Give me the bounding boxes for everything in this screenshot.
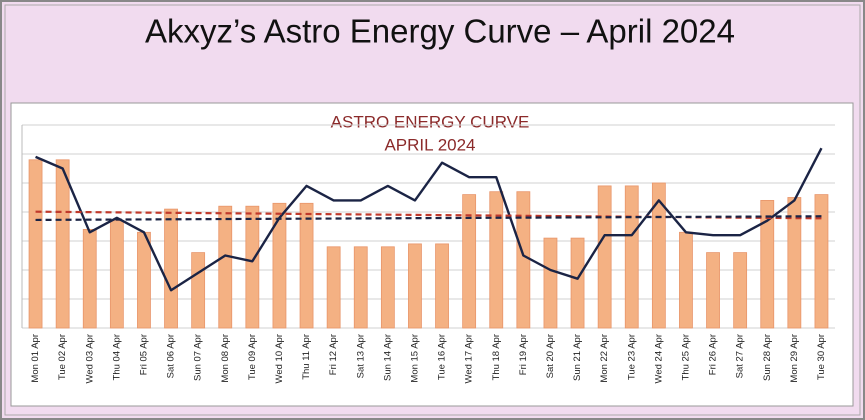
bar	[760, 199, 775, 329]
bar	[408, 243, 422, 329]
bar	[299, 202, 314, 329]
bar	[380, 246, 395, 329]
x-tick-label: Sat 27 Apr	[735, 334, 746, 378]
x-tick-label: Sat 20 Apr	[545, 334, 556, 378]
x-tick-label: Tue 23 Apr	[626, 334, 637, 380]
bar	[543, 237, 558, 329]
x-tick-label: Sun 07 Apr	[193, 334, 204, 381]
x-tick-label: Fri 05 Apr	[138, 334, 149, 375]
x-tick-label: Wed 10 Apr	[274, 334, 285, 383]
chart-subtitle: APRIL 2024	[384, 135, 475, 154]
bar	[706, 252, 720, 329]
x-tick-label: Tue 09 Apr	[247, 334, 258, 380]
bar	[733, 252, 748, 329]
bar	[82, 228, 97, 329]
x-tick-label: Thu 04 Apr	[111, 334, 122, 380]
page-heading: Akxyz’s Astro Energy Curve – April 2024	[145, 13, 735, 50]
bar	[55, 159, 70, 329]
bar	[814, 194, 829, 329]
bar	[435, 243, 449, 329]
x-tick-label: Mon 15 Apr	[409, 334, 420, 383]
bar	[353, 246, 368, 329]
bar	[191, 252, 206, 329]
bar	[109, 220, 124, 329]
bar	[137, 231, 151, 329]
x-tick-label: Sat 06 Apr	[166, 334, 177, 378]
x-tick-label: Mon 01 Apr	[30, 334, 41, 383]
x-tick-label: Mon 22 Apr	[599, 334, 610, 383]
x-tick-label: Sun 28 Apr	[762, 334, 773, 381]
bar	[516, 191, 531, 329]
x-tick-label: Tue 30 Apr	[816, 334, 827, 380]
bar	[462, 194, 477, 329]
line	[35, 147, 823, 292]
bar	[651, 182, 666, 329]
x-tick-label: Mon 08 Apr	[220, 334, 231, 383]
x-tick-label: Mon 29 Apr	[789, 334, 800, 383]
bar	[28, 159, 43, 329]
bar	[272, 202, 287, 329]
x-tick-label: Wed 17 Apr	[464, 334, 475, 383]
x-tick-label: Thu 18 Apr	[491, 334, 502, 380]
bar	[624, 185, 639, 329]
x-tick-label: Sun 21 Apr	[572, 334, 583, 381]
x-tick-label: Tue 02 Apr	[57, 334, 68, 380]
x-tick-label: Thu 11 Apr	[301, 334, 312, 380]
bar	[570, 237, 585, 329]
trend-line	[35, 215, 822, 222]
x-tick-label: Wed 03 Apr	[84, 334, 95, 383]
bar	[679, 231, 693, 329]
x-tick-label: Sun 14 Apr	[382, 334, 393, 381]
bar	[787, 197, 802, 329]
inner-frame	[4, 4, 861, 416]
x-tick-label: Sat 13 Apr	[355, 334, 366, 378]
bar	[489, 191, 504, 329]
x-tick-label: Thu 25 Apr	[680, 334, 691, 380]
x-tick-label: Fri 19 Apr	[518, 334, 529, 375]
x-tick-label: Tue 16 Apr	[437, 334, 448, 380]
x-tick-label: Fri 26 Apr	[708, 334, 719, 375]
bar	[245, 205, 260, 329]
x-tick-label: Fri 12 Apr	[328, 334, 339, 375]
bar	[597, 185, 612, 329]
bar	[326, 246, 341, 329]
x-tick-label: Wed 24 Apr	[653, 334, 664, 383]
bar	[164, 208, 178, 329]
chart-title: ASTRO ENERGY CURVE	[331, 112, 530, 131]
bar	[218, 205, 233, 329]
